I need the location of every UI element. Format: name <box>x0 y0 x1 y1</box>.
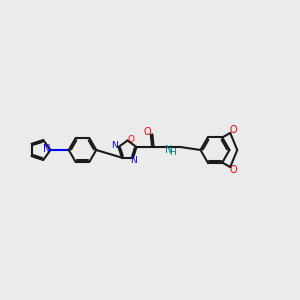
Text: O: O <box>230 165 237 175</box>
Text: N: N <box>130 156 136 165</box>
Text: N: N <box>43 145 50 154</box>
Text: N: N <box>165 145 172 155</box>
Text: O: O <box>128 135 134 144</box>
Text: N: N <box>112 141 118 150</box>
Text: O: O <box>143 127 151 137</box>
Text: O: O <box>230 125 237 135</box>
Text: H: H <box>169 148 176 157</box>
